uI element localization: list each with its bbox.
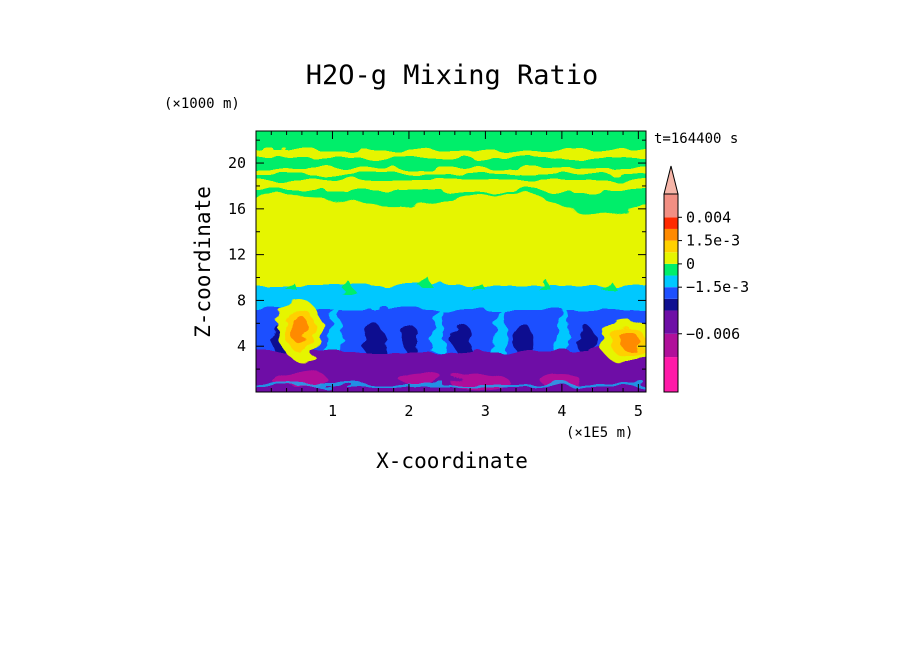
colorbar-swatch <box>664 275 678 288</box>
y-tick-label: 12 <box>228 246 246 264</box>
x-tick-label: 3 <box>481 402 490 420</box>
colorbar-swatch <box>664 263 678 276</box>
x-axis-ticks: 1 2 3 4 5 <box>270 131 643 420</box>
colorbar-swatch <box>664 357 678 392</box>
x-unit-label: (×1E5 m) <box>566 425 633 441</box>
y-tick-label: 8 <box>237 291 246 309</box>
colorbar-labels: 0.004 1.5e-3 0 −1.5e-3 −0.006 <box>678 208 749 343</box>
x-tick-label: 5 <box>634 402 643 420</box>
colorbar-label: 1.5e-3 <box>686 232 740 250</box>
colorbar-swatch <box>664 287 678 299</box>
y-axis-label: Z-coordinate <box>191 186 215 338</box>
y-tick-label: 20 <box>228 154 246 172</box>
colorbar-swatch <box>664 252 678 264</box>
colorbar-label: 0 <box>686 255 695 273</box>
plot-frame <box>255 130 647 393</box>
contour-field <box>256 131 646 392</box>
x-tick-label: 1 <box>328 402 337 420</box>
colorbar-label: 0.004 <box>686 208 731 226</box>
colorbar-label: −1.5e-3 <box>686 278 749 296</box>
colorbar-swatch <box>664 194 678 218</box>
y-tick-label: 4 <box>237 337 246 355</box>
colorbar-swatch <box>664 240 678 253</box>
colorbar-swatch <box>664 298 678 311</box>
colorbar-label: −0.006 <box>686 325 740 343</box>
y-axis-ticks: 4 8 12 16 20 <box>228 139 646 370</box>
colorbar <box>663 165 679 393</box>
time-label: t=164400 s <box>654 131 738 147</box>
colorbar-swatch <box>664 217 678 229</box>
colorbar-swatch <box>664 310 678 334</box>
colorbar-frame <box>663 193 679 393</box>
colorbar-swatch <box>664 333 678 358</box>
x-tick-label: 2 <box>404 402 413 420</box>
chart-title: H2O-g Mixing Ratio <box>306 60 599 91</box>
y-unit-label: (×1000 m) <box>164 96 240 112</box>
colorbar-extend-triangle <box>663 165 679 195</box>
y-tick-label: 16 <box>228 200 246 218</box>
colorbar-swatch <box>664 228 678 241</box>
x-tick-label: 4 <box>557 402 566 420</box>
x-axis-label: X-coordinate <box>376 449 528 473</box>
